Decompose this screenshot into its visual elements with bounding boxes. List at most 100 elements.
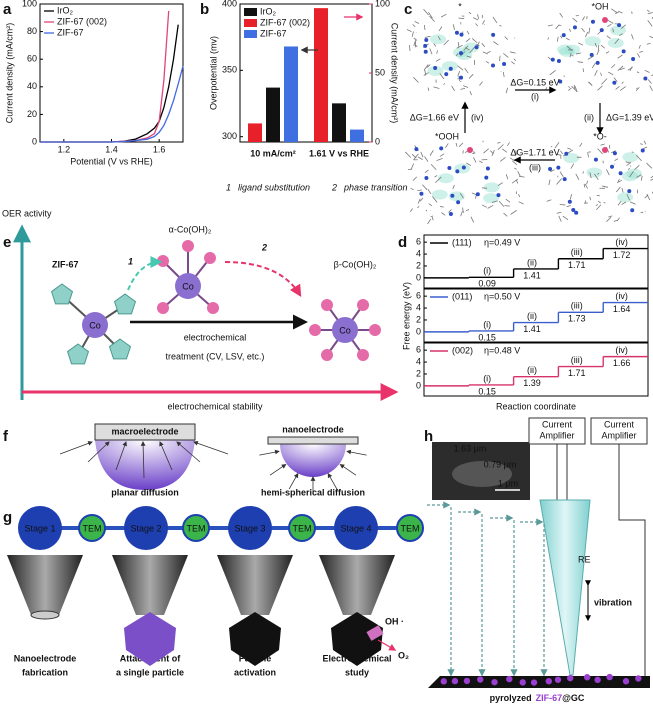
bond	[600, 44, 605, 49]
bond	[637, 53, 641, 58]
step-value: 1.71	[568, 368, 586, 378]
atom	[562, 177, 567, 182]
bond	[606, 169, 610, 176]
annotation: η=0.49 V	[484, 237, 520, 247]
bond	[516, 150, 518, 155]
bond	[473, 17, 479, 21]
bond	[458, 76, 460, 82]
bond	[493, 41, 499, 46]
particle	[229, 612, 281, 666]
hydroxide	[357, 299, 369, 311]
bond	[636, 174, 642, 178]
pore	[427, 65, 444, 76]
bond	[462, 207, 464, 213]
atom	[617, 23, 622, 28]
y-tick-label: 0	[32, 136, 37, 146]
electrode	[94, 423, 196, 441]
bond	[554, 142, 560, 149]
x-tick-label: 1.4	[105, 144, 118, 154]
bond	[420, 151, 424, 158]
bond	[429, 15, 435, 22]
bond	[455, 142, 458, 147]
bond	[459, 192, 464, 199]
step-value: 1.39	[523, 378, 541, 388]
bond	[558, 215, 562, 222]
atom	[595, 60, 600, 65]
bond	[591, 62, 596, 69]
hydroxide	[321, 299, 333, 311]
compound: β-Co(OH)₂	[334, 259, 377, 269]
atom	[593, 157, 598, 162]
bond	[584, 183, 589, 189]
step-value: 1.64	[613, 304, 631, 314]
bond	[426, 64, 431, 68]
bond	[556, 211, 562, 214]
panel-label: c	[404, 1, 412, 18]
particle	[366, 625, 384, 641]
arrow	[259, 449, 280, 456]
step-label: (iii)	[571, 355, 583, 365]
caption-part: pyrolyzed	[490, 693, 532, 703]
y-tick-label: 2	[416, 260, 421, 270]
bond	[435, 58, 441, 62]
electrode	[267, 436, 359, 445]
bond	[560, 35, 563, 39]
step-value: 1.73	[568, 314, 586, 324]
atom	[484, 175, 489, 180]
bond	[427, 218, 432, 225]
bond	[503, 53, 509, 58]
y-axis-label: Overpotential (mv)	[208, 36, 218, 110]
particle	[635, 675, 642, 682]
bond	[471, 38, 478, 44]
bond	[565, 37, 570, 41]
atom	[550, 57, 555, 62]
bond	[579, 142, 583, 147]
bond	[586, 180, 589, 185]
bond	[515, 179, 519, 184]
step-label: (iv)	[615, 237, 628, 247]
compound: α-Co(OH)₂	[169, 224, 212, 234]
bond	[568, 87, 572, 91]
bond	[636, 71, 640, 74]
bond	[510, 61, 515, 65]
bond	[550, 169, 555, 173]
bond	[581, 27, 585, 33]
y-tick-label: 40	[27, 81, 37, 91]
bond	[433, 86, 440, 89]
bond	[423, 24, 426, 30]
tem	[396, 514, 424, 542]
bond	[582, 16, 585, 21]
atom	[567, 199, 572, 204]
amplifier-label: Current	[542, 419, 573, 429]
pore	[437, 173, 454, 184]
tem	[182, 514, 210, 542]
bond	[546, 199, 552, 202]
atom	[574, 210, 579, 215]
bond	[596, 49, 600, 56]
bond	[499, 24, 502, 27]
step-label: (i)	[531, 91, 539, 101]
atom	[561, 33, 566, 38]
bond	[608, 215, 613, 218]
state-label: *OOH	[435, 131, 459, 141]
atom	[631, 57, 636, 62]
step-value: 1.41	[523, 324, 541, 334]
scale-label: 1 μm	[498, 478, 518, 488]
bond	[422, 184, 428, 191]
bond	[597, 200, 601, 204]
bond	[497, 144, 504, 151]
particle	[124, 612, 176, 666]
label: nanoelectrode	[282, 424, 344, 434]
stage-label: Stage 2	[130, 523, 161, 533]
bond	[487, 51, 491, 54]
bond	[465, 47, 471, 51]
bond	[491, 200, 498, 203]
bond	[504, 36, 508, 40]
bond	[584, 200, 587, 205]
bond	[458, 17, 465, 20]
particle	[606, 673, 613, 681]
bond	[436, 158, 443, 161]
bond	[439, 153, 445, 157]
atom	[621, 49, 626, 54]
legend-swatch	[244, 19, 257, 27]
